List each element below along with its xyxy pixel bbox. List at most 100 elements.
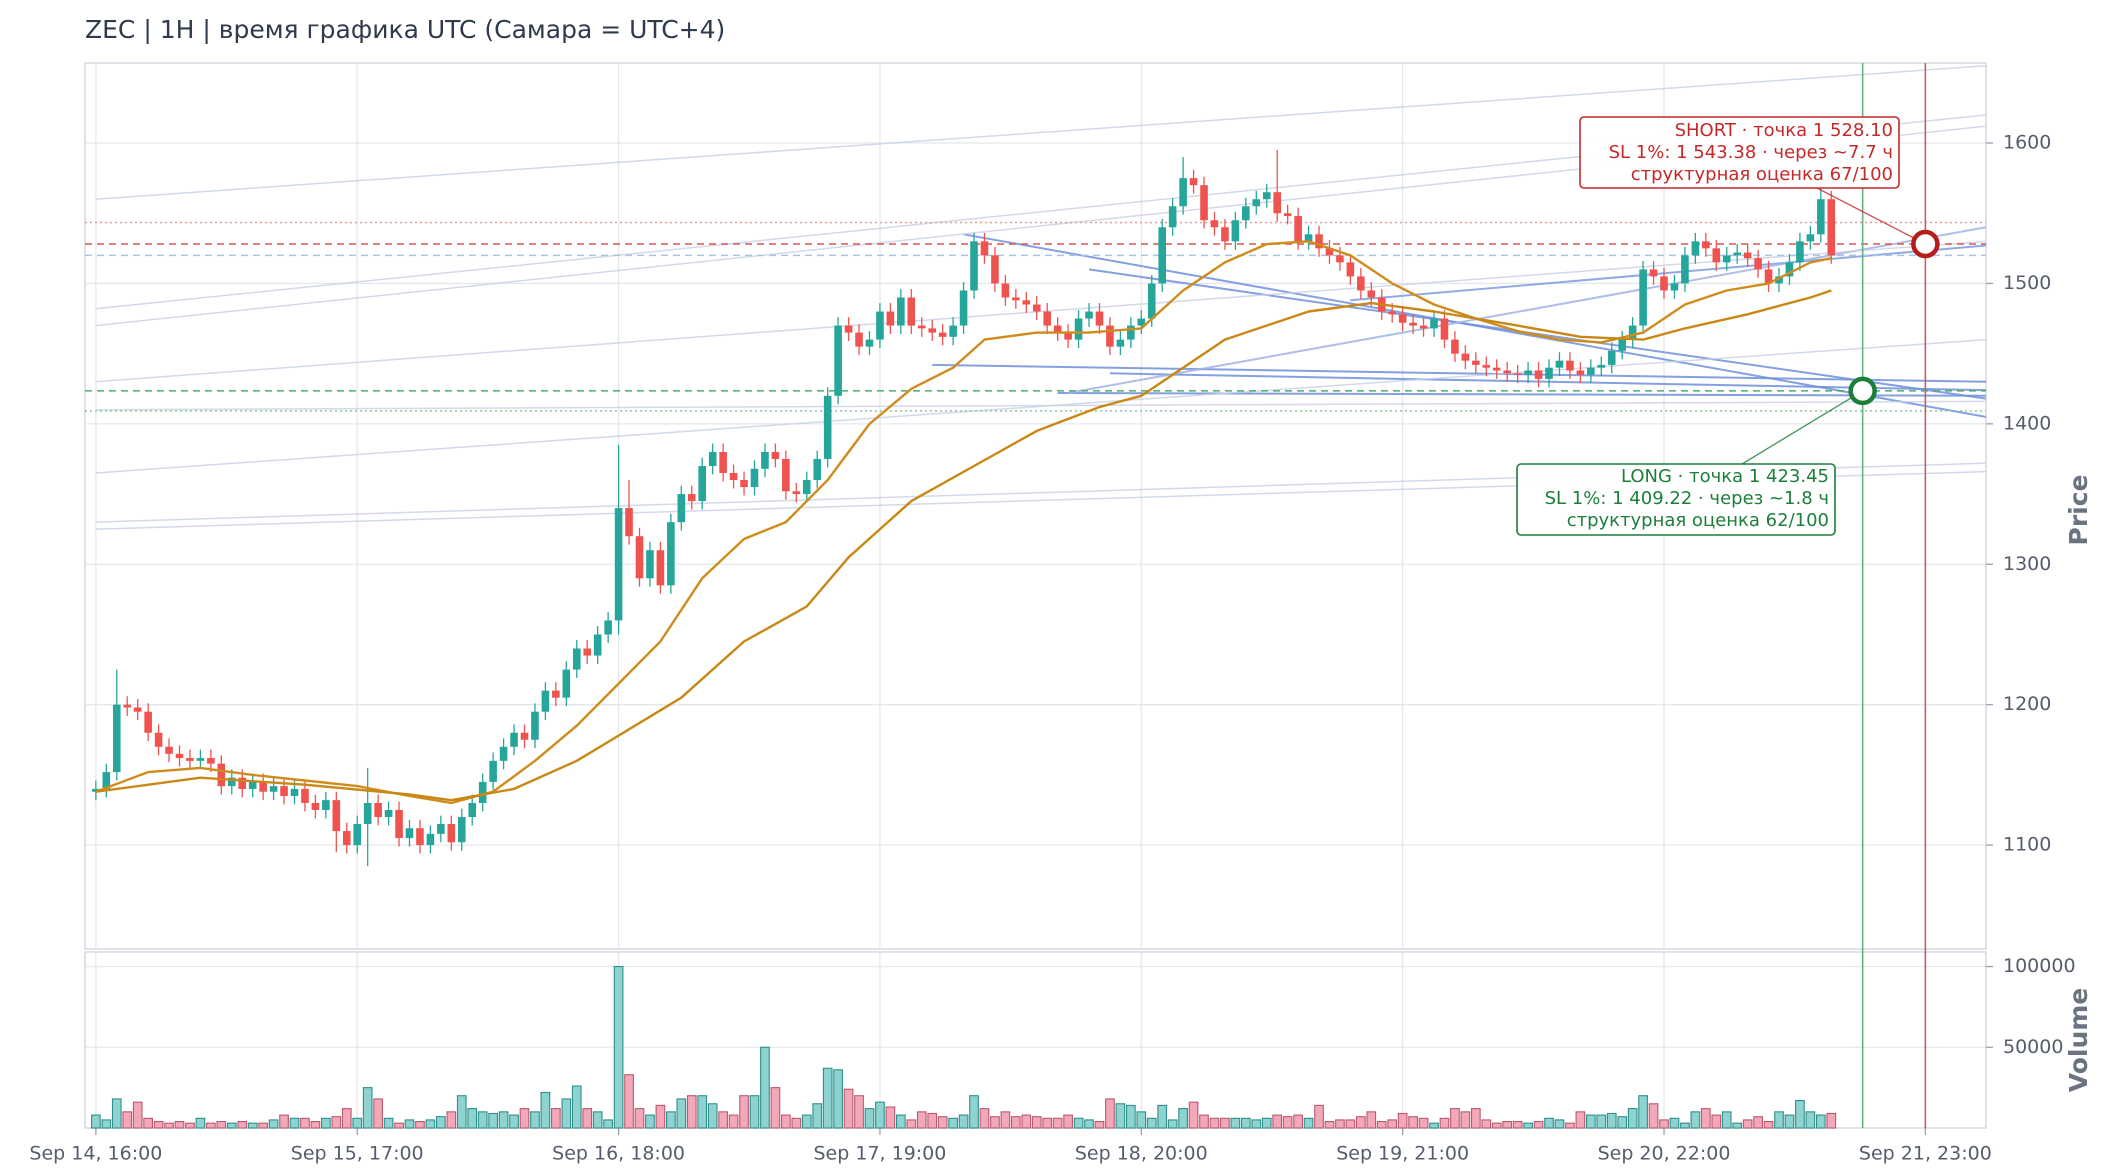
volume-bar (1261, 1117, 1272, 1129)
candle-body (1618, 339, 1626, 351)
candle-body (646, 550, 654, 579)
candle-body (1733, 252, 1741, 256)
volume-bar (592, 1111, 603, 1129)
volume-bar (854, 1095, 864, 1129)
candle-body (1106, 325, 1114, 347)
volume-bar (498, 1111, 509, 1129)
annotation-connector (1741, 390, 1864, 465)
volume-bar (812, 1103, 823, 1129)
volume-bar (822, 1067, 833, 1129)
y-tick-label: 1200 (2003, 693, 2051, 715)
candle-body (1587, 367, 1595, 375)
candle-body (604, 620, 612, 635)
annotation-text: SL 1%: 1 543.38 · через ~7.7 ч (1609, 142, 1893, 163)
volume-bar (1146, 1117, 1157, 1129)
volume-bar (1021, 1114, 1032, 1129)
candle-body (1336, 255, 1344, 263)
volume-tick-label: 50000 (2003, 1036, 2063, 1058)
volume-bar (749, 1095, 760, 1129)
y-tick-label: 1600 (2003, 132, 2051, 154)
volume-bar (300, 1117, 310, 1129)
candle-body (1639, 269, 1647, 326)
volume-bar (216, 1120, 227, 1129)
volume-bar (1000, 1111, 1011, 1129)
volume-bar (1094, 1120, 1105, 1129)
candle-body (133, 707, 142, 712)
volume-bar (1627, 1108, 1638, 1129)
volume-bar (394, 1122, 404, 1129)
candle-body (970, 241, 978, 291)
trend-line (932, 363, 1986, 383)
candle-body (1085, 311, 1093, 319)
candle-body (384, 809, 393, 818)
volume-bar (948, 1117, 958, 1129)
candle-body (1503, 370, 1511, 374)
volume-bar (206, 1122, 216, 1129)
y-tick-label: 1300 (2003, 553, 2051, 575)
candle-body (1775, 276, 1783, 284)
volume-bar (979, 1108, 990, 1129)
candle-body (301, 788, 309, 803)
candle-body (1273, 192, 1282, 214)
candle-body (437, 824, 445, 834)
trend-line (95, 65, 1986, 200)
candle-body (1304, 234, 1313, 242)
volume-bar (477, 1111, 488, 1129)
candle-body (897, 297, 905, 326)
volume-bar (1450, 1108, 1460, 1129)
candle-body (1398, 314, 1407, 323)
volume-bar (1774, 1111, 1784, 1129)
volume-bar (864, 1108, 875, 1129)
volume-bar (425, 1119, 436, 1129)
volume-bar (1073, 1117, 1084, 1129)
candle-body (259, 781, 267, 792)
candle-body (1670, 283, 1679, 291)
volume-axis-label: Volume (2064, 988, 2093, 1093)
volume-bar (1355, 1116, 1366, 1129)
candle-body (1817, 199, 1825, 235)
candle-body (1419, 325, 1428, 329)
signal-marker (1911, 229, 1940, 259)
volume-bar (916, 1111, 927, 1129)
candle-body (572, 648, 581, 670)
candle-body (1743, 252, 1752, 259)
candle-body (761, 451, 769, 469)
x-tick-label: Sep 18, 20:00 (1075, 1143, 1208, 1165)
candle-body (290, 788, 299, 796)
candle-body (1691, 241, 1700, 256)
volume-bar (1042, 1117, 1053, 1129)
volume-bar (801, 1114, 812, 1129)
x-tick-label: Sep 17, 19:00 (814, 1143, 947, 1165)
candle-body (123, 704, 132, 708)
trend-line (1109, 372, 1986, 392)
volume-bar (937, 1116, 948, 1129)
candle-body (165, 746, 173, 754)
volume-bar (969, 1095, 979, 1129)
candle-body (1681, 255, 1689, 284)
volume-bar (1606, 1112, 1617, 1129)
candle-body (1712, 248, 1721, 263)
volume-bar (1565, 1122, 1575, 1129)
candle-body (750, 468, 759, 488)
volume-bar (247, 1122, 258, 1129)
candle-body (1806, 234, 1815, 242)
candle-body (1294, 216, 1302, 242)
candle-body (1231, 220, 1240, 242)
candle-body (813, 458, 822, 481)
candle-body (1252, 199, 1261, 207)
candle-body (1325, 248, 1334, 256)
volume-bar (1376, 1120, 1387, 1129)
volume-bar (195, 1117, 206, 1129)
candle-body (614, 508, 623, 621)
volume-bar (760, 1046, 770, 1129)
candle-body (562, 669, 571, 698)
volume-bar (289, 1117, 300, 1129)
volume-bar (791, 1117, 802, 1129)
candle-body (1827, 199, 1836, 256)
candle-body (1346, 262, 1355, 277)
candle-body (687, 494, 696, 502)
candle-body (844, 325, 853, 333)
y-tick-label: 1100 (2003, 834, 2051, 856)
